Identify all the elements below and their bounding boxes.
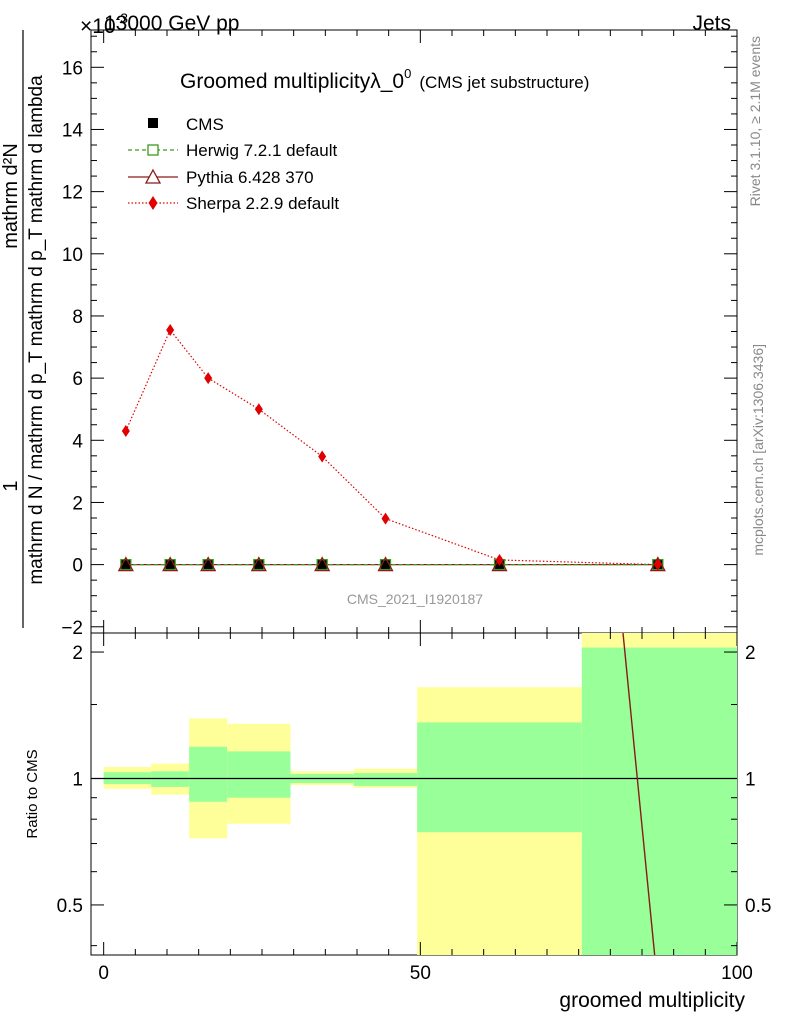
- main-ytick-label: 0: [72, 556, 83, 577]
- ratio-ytick-label: 2: [72, 643, 83, 664]
- point-sherpa: [121, 424, 130, 437]
- main-y-axis-label: 1 mathrm d²N mathrm d N / mathrm d p_T m…: [0, 30, 47, 628]
- point-cms: [253, 559, 264, 570]
- legend-marker-pythia: [144, 168, 162, 184]
- point-pythia: [314, 556, 331, 572]
- point-pythia: [162, 556, 179, 572]
- ratio-band-inner-3: [227, 751, 291, 798]
- rivet-version-text: Rivet 3.1.10, ≥ 2.1M events: [747, 36, 763, 206]
- ratio-ytick-label: 0.5: [57, 896, 83, 917]
- point-cms: [317, 559, 328, 570]
- point-cms: [120, 559, 131, 570]
- ratio-y-axis-label: Ratio to CMS: [24, 749, 41, 838]
- y-label-denominator: mathrm d N / mathrm d p_T mathrm d p_T m…: [26, 75, 47, 585]
- main-axis-ticks: −2 0 2 4 6 8 10 12 14 16: [61, 30, 738, 639]
- header-left: 13000 GeV pp: [104, 12, 239, 35]
- main-ytick-label: 6: [72, 369, 83, 390]
- point-herwig: [316, 558, 328, 571]
- legend-label-cms: CMS: [186, 115, 224, 134]
- legend-marker-sherpa: [148, 196, 158, 210]
- point-sherpa: [204, 372, 213, 385]
- mcplots-reference-text: mcplots.cern.ch [arXiv:1306.3436]: [750, 344, 766, 556]
- ratio-xtick-label: 50: [410, 963, 431, 984]
- main-ytick-label: 2: [72, 493, 83, 514]
- legend-label-sherpa: Sherpa 2.2.9 default: [186, 194, 339, 213]
- point-cms: [380, 559, 391, 570]
- y-label-numerator-full: mathrm d²N: [0, 143, 22, 249]
- point-herwig: [253, 558, 265, 571]
- point-pythia: [200, 556, 217, 572]
- point-sherpa: [653, 558, 662, 571]
- point-pythia: [117, 556, 134, 572]
- point-herwig: [120, 558, 132, 571]
- legend: CMS Herwig 7.2.1 default Pythia 6.428 37…: [128, 115, 339, 213]
- ratio-band-inner-7: [581, 647, 737, 955]
- point-herwig: [202, 558, 214, 571]
- ratio-lines: [91, 632, 737, 956]
- legend-label-pythia: Pythia 6.428 370: [186, 168, 314, 187]
- ratio-ytick-label: 1: [72, 769, 83, 790]
- point-sherpa: [495, 553, 504, 566]
- ratio-band-inner-5: [353, 773, 418, 786]
- main-ytick-label: 14: [62, 120, 84, 141]
- title-suffix: (CMS jet substructure): [419, 73, 589, 92]
- point-cms: [165, 559, 176, 570]
- ratio-bands: [103, 633, 737, 955]
- exponent-power: -3: [116, 10, 129, 26]
- point-pythia: [491, 556, 508, 572]
- main-ytick-label: 8: [72, 307, 83, 328]
- point-pythia: [250, 556, 267, 572]
- point-pythia: [377, 556, 394, 572]
- point-cms: [203, 559, 214, 570]
- main-ytick-label: 16: [62, 58, 83, 79]
- legend-label-herwig: Herwig 7.2.1 default: [186, 141, 337, 160]
- y-label-numerator-left: 1: [0, 480, 22, 491]
- main-ytick-label: −2: [61, 618, 83, 639]
- point-sherpa: [254, 403, 263, 416]
- point-herwig: [379, 558, 392, 571]
- legend-marker-herwig: [147, 144, 159, 156]
- series-line-sherpa: [125, 328, 658, 566]
- point-sherpa: [166, 323, 175, 336]
- ratio-ytick-label-right: 2: [745, 643, 756, 664]
- main-ytick-label: 4: [72, 431, 83, 452]
- x-axis-label: groomed multiplicity: [559, 989, 745, 1012]
- ratio-line-pythia: [622, 632, 656, 956]
- ratio-ytick-label-right: 1: [745, 769, 756, 790]
- point-herwig: [164, 558, 176, 571]
- chart-title: Groomed multiplicityλ_00 (CMS jet substru…: [180, 66, 589, 93]
- ratio-xtick-label: 100: [721, 963, 753, 984]
- exponent-label: ×10-3: [80, 10, 128, 38]
- legend-marker-cms: [148, 118, 158, 128]
- ratio-band-inner-2: [189, 746, 228, 802]
- point-sherpa: [318, 450, 327, 463]
- main-ytick-label: 12: [62, 183, 83, 204]
- main-ytick-label: 10: [62, 245, 83, 266]
- point-sherpa: [381, 512, 390, 525]
- title-superscript: 0: [404, 66, 411, 81]
- header-right: Jets: [692, 12, 731, 35]
- ratio-band-inner-1: [151, 771, 190, 787]
- ratio-xtick-label: 0: [98, 963, 109, 984]
- series-layer: [117, 323, 666, 572]
- ratio-band-inner-6: [417, 722, 582, 833]
- analysis-watermark: CMS_2021_I1920187: [347, 591, 483, 607]
- ratio-axis-ticks: 0.5 0.5 1 1 2 2 0 50 100: [57, 633, 771, 984]
- ratio-ytick-label-right: 0.5: [745, 896, 771, 917]
